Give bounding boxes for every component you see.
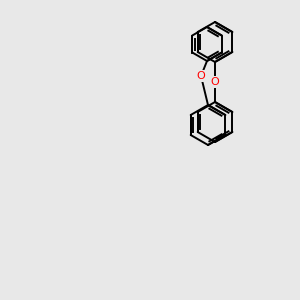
Text: O: O (196, 71, 206, 81)
Text: O: O (211, 77, 219, 87)
